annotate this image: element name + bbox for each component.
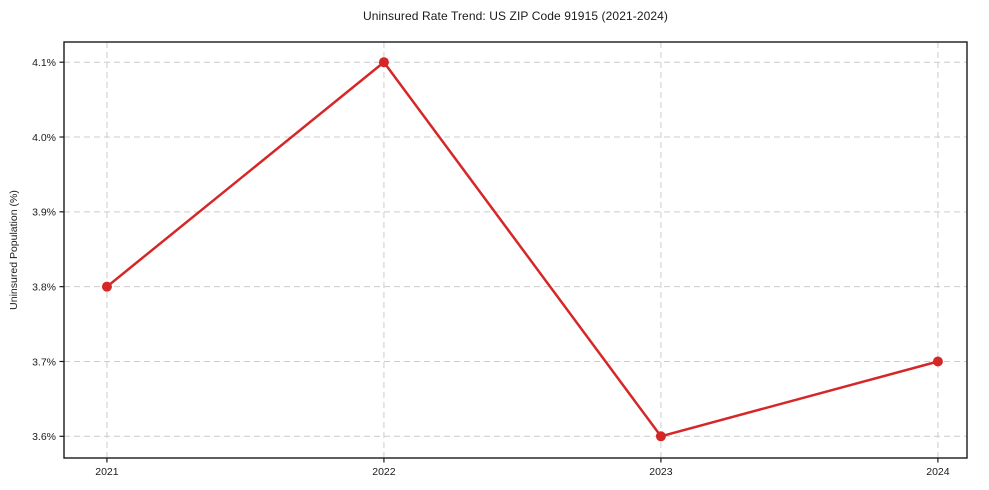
chart-title: Uninsured Rate Trend: US ZIP Code 91915 … [362,9,669,23]
y-tick-label: 3.6% [32,431,56,443]
y-tick-label: 3.8% [32,281,56,293]
x-tick-label: 2022 [372,466,396,478]
data-point-marker [655,431,666,442]
data-point-marker [101,281,112,292]
x-tick-label: 2024 [926,466,950,478]
y-tick-label: 3.9% [32,207,56,219]
x-tick-label: 2023 [649,466,673,478]
plot-border [63,41,968,459]
data-point-marker [932,356,943,367]
x-tick-label: 2021 [95,466,119,478]
data-point-marker [378,57,389,68]
y-tick-label: 4.1% [32,57,56,69]
y-tick-label: 4.0% [32,132,56,144]
trend-line [105,60,940,438]
y-tick-label: 3.7% [32,356,56,368]
